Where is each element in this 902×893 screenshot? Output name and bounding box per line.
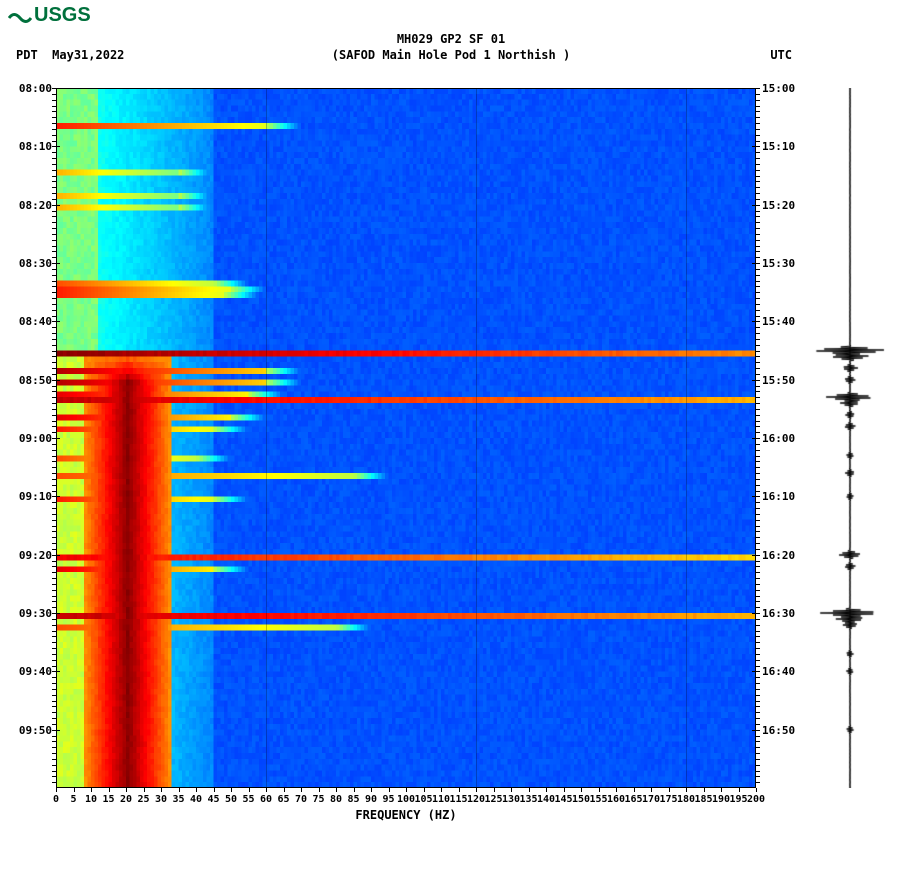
xtick: 155 bbox=[589, 794, 607, 805]
xtick: 25 bbox=[137, 794, 149, 805]
ytick-right: 15:00 bbox=[762, 82, 795, 95]
xtick: 100 bbox=[397, 794, 415, 805]
xtick: 55 bbox=[242, 794, 254, 805]
xtick: 35 bbox=[172, 794, 184, 805]
timezone-right: UTC bbox=[770, 48, 792, 62]
ytick-left: 09:50 bbox=[4, 724, 52, 737]
xtick: 90 bbox=[365, 794, 377, 805]
xtick: 110 bbox=[432, 794, 450, 805]
xtick: 150 bbox=[572, 794, 590, 805]
spectrogram-canvas bbox=[56, 88, 756, 788]
xtick: 165 bbox=[624, 794, 642, 805]
ytick-right: 15:20 bbox=[762, 199, 795, 212]
xtick: 140 bbox=[537, 794, 555, 805]
xtick: 130 bbox=[502, 794, 520, 805]
tz-left-label: PDT bbox=[16, 48, 38, 62]
xtick: 50 bbox=[225, 794, 237, 805]
xtick: 5 bbox=[70, 794, 76, 805]
xtick: 80 bbox=[330, 794, 342, 805]
xtick: 180 bbox=[677, 794, 695, 805]
ytick-left: 09:00 bbox=[4, 432, 52, 445]
gridline bbox=[266, 88, 267, 788]
xtick: 10 bbox=[85, 794, 97, 805]
xtick: 75 bbox=[312, 794, 324, 805]
xtick: 190 bbox=[712, 794, 730, 805]
chart-title-line1: MH029 GP2 SF 01 bbox=[0, 32, 902, 48]
ytick-right: 15:30 bbox=[762, 257, 795, 270]
xtick: 65 bbox=[277, 794, 289, 805]
xtick: 105 bbox=[414, 794, 432, 805]
timezone-left: PDT May31,2022 bbox=[16, 48, 124, 62]
spectrogram-plot: FREQUENCY (HZ) 08:0008:1008:2008:3008:40… bbox=[56, 88, 756, 788]
xtick: 120 bbox=[467, 794, 485, 805]
xtick: 170 bbox=[642, 794, 660, 805]
ytick-right: 15:10 bbox=[762, 140, 795, 153]
ytick-left: 08:00 bbox=[4, 82, 52, 95]
xtick: 185 bbox=[694, 794, 712, 805]
xtick: 195 bbox=[729, 794, 747, 805]
xtick: 160 bbox=[607, 794, 625, 805]
ytick-right: 16:40 bbox=[762, 665, 795, 678]
ytick-right: 15:50 bbox=[762, 374, 795, 387]
ytick-right: 16:50 bbox=[762, 724, 795, 737]
ytick-left: 09:30 bbox=[4, 607, 52, 620]
ytick-left: 08:50 bbox=[4, 374, 52, 387]
ytick-left: 09:20 bbox=[4, 549, 52, 562]
ytick-right: 16:00 bbox=[762, 432, 795, 445]
xtick: 145 bbox=[554, 794, 572, 805]
chart-title: MH029 GP2 SF 01 (SAFOD Main Hole Pod 1 N… bbox=[0, 32, 902, 63]
xtick: 70 bbox=[295, 794, 307, 805]
xtick: 30 bbox=[155, 794, 167, 805]
gridline bbox=[686, 88, 687, 788]
seismogram-trace bbox=[810, 88, 890, 788]
ytick-right: 16:30 bbox=[762, 607, 795, 620]
ytick-left: 08:20 bbox=[4, 199, 52, 212]
xtick: 0 bbox=[53, 794, 59, 805]
gridline bbox=[476, 88, 477, 788]
date-left-label: May31,2022 bbox=[52, 48, 124, 62]
ytick-left: 08:30 bbox=[4, 257, 52, 270]
ytick-right: 16:20 bbox=[762, 549, 795, 562]
ytick-right: 15:40 bbox=[762, 315, 795, 328]
xtick: 15 bbox=[102, 794, 114, 805]
ytick-left: 08:10 bbox=[4, 140, 52, 153]
usgs-logo-text: USGS bbox=[34, 4, 91, 27]
ytick-left: 09:40 bbox=[4, 665, 52, 678]
ytick-left: 09:10 bbox=[4, 490, 52, 503]
xtick: 85 bbox=[347, 794, 359, 805]
xtick: 60 bbox=[260, 794, 272, 805]
xtick: 95 bbox=[382, 794, 394, 805]
xtick: 115 bbox=[449, 794, 467, 805]
xtick: 200 bbox=[747, 794, 765, 805]
xtick: 20 bbox=[120, 794, 132, 805]
ytick-left: 08:40 bbox=[4, 315, 52, 328]
usgs-logo: USGS bbox=[8, 4, 91, 27]
xtick: 125 bbox=[484, 794, 502, 805]
xtick: 40 bbox=[190, 794, 202, 805]
x-axis-label: FREQUENCY (HZ) bbox=[56, 808, 756, 822]
ytick-right: 16:10 bbox=[762, 490, 795, 503]
chart-title-line2: (SAFOD Main Hole Pod 1 Northish ) bbox=[0, 48, 902, 64]
xtick: 175 bbox=[659, 794, 677, 805]
xtick: 135 bbox=[519, 794, 537, 805]
xtick: 45 bbox=[207, 794, 219, 805]
